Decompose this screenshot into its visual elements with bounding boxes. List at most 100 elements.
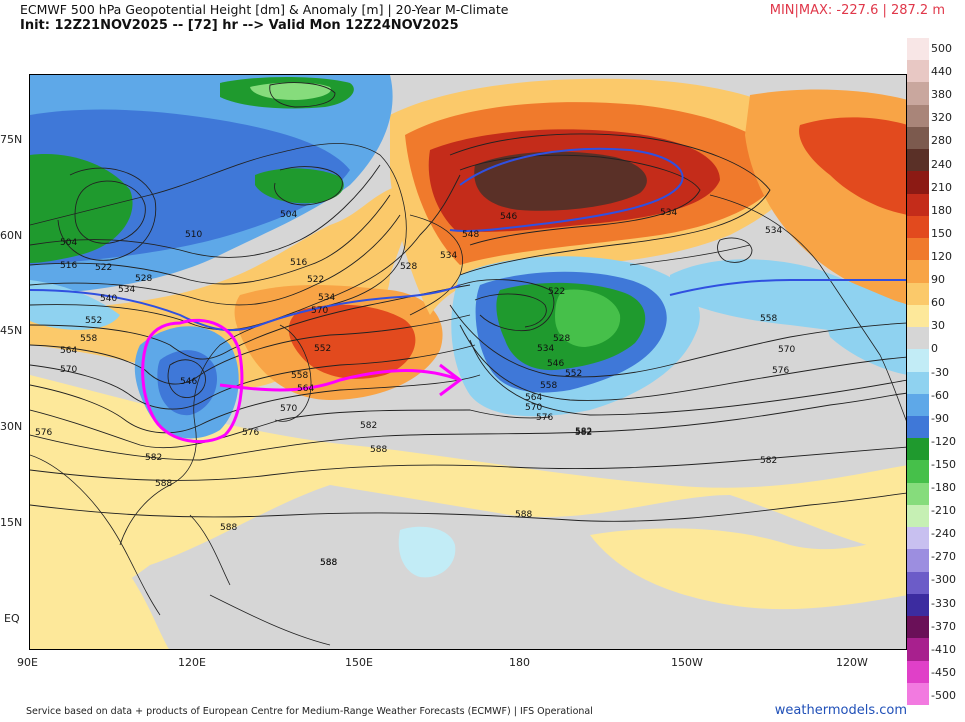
anomaly-positive-japan-core [288,304,416,379]
lat-label-60n: 60N [0,229,23,242]
colorbar-tick-label: 320 [931,111,952,125]
storm-annotation [141,318,463,444]
contour-label: 534 [318,293,335,303]
colorbar-swatch [907,593,929,617]
contour-label: 564 [297,384,314,394]
height-contours [30,82,906,522]
colorbar-tick-label: -180 [931,481,956,495]
contour-label: 548 [462,230,479,240]
contour-label: 516 [290,258,307,268]
contour-label: 504 [60,238,77,248]
colorbar-swatch [907,549,929,573]
colorbar-tick-label: -60 [931,388,949,402]
colorbar-tick-label: 60 [931,296,945,310]
min-max-readout: MIN|MAX: -227.6 | 287.2 m [769,3,945,18]
colorbar-tick-label: -270 [931,550,956,564]
colorbar-swatch [907,171,929,195]
colorbar-tick-label: 380 [931,88,952,102]
contour-label: 534 [537,344,554,354]
footer-credit: Service based on data + products of Euro… [26,706,593,717]
contour-label: 552 [85,316,102,326]
anomaly-negative-tropical-spot [398,526,456,578]
lon-label-90e: 90E [17,656,38,669]
contour-label: 546 [500,212,517,222]
colorbar-tick-label: 120 [931,249,952,263]
colorbar-swatch [907,282,929,306]
colorbar-swatch [907,304,929,328]
colorbar-tick-label: -210 [931,504,956,518]
colorbar-swatch [907,482,929,506]
contour-label: 516 [60,261,77,271]
lon-label-150w: 150W [671,656,703,669]
contour-label: 582 [360,421,377,431]
colorbar-swatch [907,82,929,106]
anomaly-positive-west-pacific [590,528,906,610]
contour-label: 534 [765,226,782,236]
contour-label: 582 [760,456,777,466]
colorbar-swatch [907,327,929,350]
contour-label: 552 [565,369,582,379]
contour-label: 558 [291,371,308,381]
highlight-contour [30,147,906,332]
contour-label: 576 [35,428,52,438]
colorbar-tick-label: 180 [931,203,952,217]
colorbar-tick-label: -150 [931,457,956,471]
colorbar-tick-label: 440 [931,65,952,79]
chart-title: ECMWF 500 hPa Geopotential Height [dm] &… [20,2,509,17]
colorbar-tick-label: 280 [931,134,952,148]
colorbar-swatch [907,349,929,372]
contour-label: 570 [60,365,77,375]
contour-label: 588 [155,479,172,489]
colorbar-swatch [907,149,929,172]
anomaly-negative-n-america [820,298,906,375]
contour-label: 528 [135,274,152,284]
contour-label: 570 [525,403,542,413]
lon-label-180: 180 [509,656,530,669]
colorbar-tick-label: -240 [931,527,956,541]
colorbar-swatch [907,38,929,61]
colorbar-swatch [907,393,929,417]
colorbar-swatch [907,527,929,550]
lat-label-eq: EQ [4,612,20,625]
colorbar-swatch [907,215,929,239]
site-link[interactable]: weathermodels.com [774,703,907,718]
colorbar-tick-label: -90 [931,411,949,425]
contour-label: 546 [180,377,197,387]
colorbar-tick-label: -300 [931,573,956,587]
contour-label: 552 [314,344,331,354]
colorbar-tick-label: 150 [931,226,952,240]
lon-label-120e: 120E [178,656,206,669]
colorbar-tick-label: -30 [931,365,949,379]
contour-label: 588 [515,510,532,520]
contour-label: 546 [547,359,564,369]
colorbar-swatch [907,60,929,83]
anomaly-positive-tropics [30,375,906,615]
colorbar-swatch [907,682,929,706]
anomaly-map: 504 504 510 516 522 528 534 540 552 558 … [30,75,906,649]
contour-label: 576 [536,413,553,423]
contour-label: 534 [118,285,135,295]
lat-label-45n: 45N [0,324,23,337]
colorbar-tick-label: 240 [931,157,952,171]
contour-label: 522 [95,263,112,273]
contour-label: 588 [320,558,337,568]
lat-label-30n: 30N [0,420,23,433]
contour-label: 540 [100,294,117,304]
colorbar-swatch [907,415,929,439]
contour-label: 510 [185,230,202,240]
contour-label: 534 [660,208,677,218]
colorbar-swatch [907,126,929,150]
lat-label-15n: 15N [0,516,23,529]
colorbar-tick-label: 30 [931,319,945,333]
colorbar-swatch [907,571,929,595]
colorbar-swatch [907,104,929,128]
coastlines [30,143,906,646]
colorbar-tick-label: 0 [931,342,938,356]
colorbar-tick-label: -330 [931,596,956,610]
storm-track-arrow [219,369,461,392]
contour-label: 504 [280,210,297,220]
storm-circle [141,318,244,444]
contour-label: 582 [145,453,162,463]
contour-label: 564 [525,393,542,403]
contour-label: 588 [220,523,237,533]
